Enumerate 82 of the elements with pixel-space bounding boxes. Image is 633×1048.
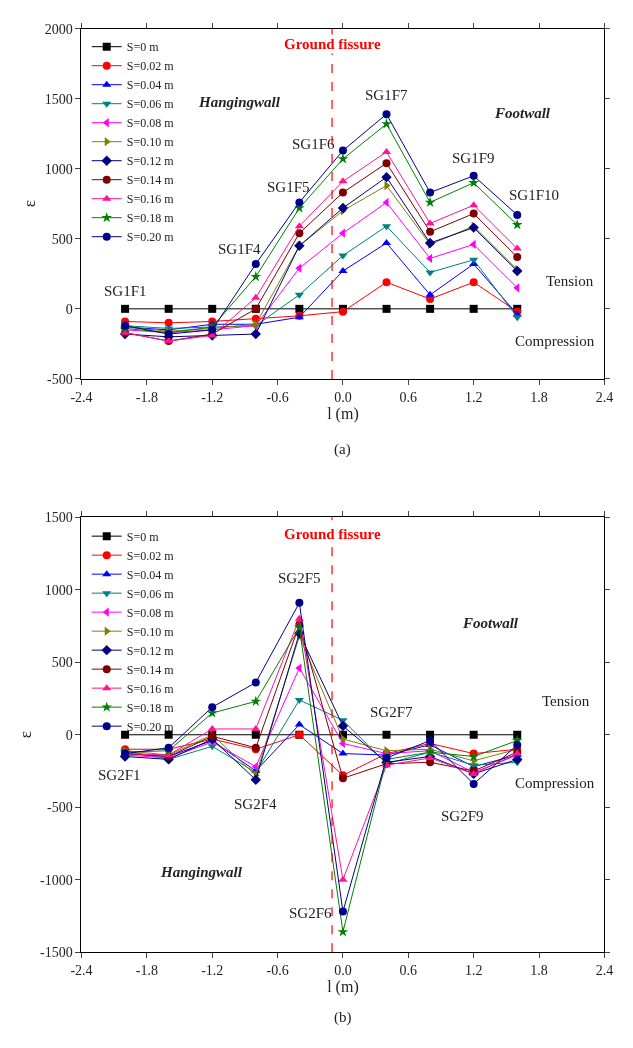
text: (a)	[334, 441, 351, 458]
annotation: SG1F4	[218, 241, 262, 257]
y-tick-label: 1500	[44, 510, 73, 526]
legend-label: S=0.10 m	[126, 135, 175, 150]
legend-label: S=0.04 m	[126, 567, 175, 582]
annotation: Compression	[515, 333, 595, 349]
annotation: SG1F10	[509, 187, 560, 203]
legend-label: S=0 m	[126, 529, 160, 544]
x-tick-label: 1.2	[464, 962, 483, 978]
legend-label: S=0.16 m	[126, 681, 175, 696]
annotation: SG2F7	[370, 704, 414, 720]
x-tick-label: -1.2	[201, 962, 224, 978]
legend-label: S=0.06 m	[126, 586, 175, 601]
y-tick-label: 500	[51, 231, 73, 247]
legend-label: S=0.18 m	[126, 211, 175, 226]
x-tick-label: 1.2	[464, 389, 483, 405]
annotation: SG1F6	[292, 136, 336, 152]
legend-label: S=0.02 m	[126, 548, 175, 563]
x-tick-label: -0.6	[266, 389, 289, 405]
x-tick-label: 2.4	[595, 962, 614, 978]
annotation: Hangingwall	[198, 94, 281, 110]
legend-label: S=0.12 m	[126, 154, 175, 169]
annotation: SG2F1	[98, 767, 141, 783]
legend-label: S=0.14 m	[126, 662, 175, 677]
x-axis-title: l (m)	[327, 978, 359, 996]
annotation: SG1F5	[267, 179, 310, 195]
annotation: SG2F5	[278, 570, 321, 586]
legend-label: S=0.16 m	[126, 192, 175, 207]
ref-line-label: Ground fissure	[284, 526, 381, 542]
y-tick-label: 1000	[44, 582, 73, 598]
annotation: SG2F6	[289, 905, 333, 921]
x-tick-label: -2.4	[70, 389, 93, 405]
annotation: Hangingwall	[160, 864, 243, 880]
x-tick-label: -1.8	[135, 962, 158, 978]
legend-label: S=0.20 m	[126, 719, 175, 734]
annotation: Tension	[546, 273, 594, 289]
ref-line-label: Ground fissure	[284, 36, 381, 52]
annotation: SG1F1	[104, 283, 147, 299]
x-axis-title: l (m)	[327, 404, 359, 423]
y-tick-label: -1000	[40, 872, 73, 888]
x-tick-label: -1.8	[135, 389, 158, 405]
y-tick-label: 0	[65, 301, 73, 317]
y-tick-label: 1500	[44, 91, 73, 107]
legend-label: S=0.06 m	[126, 97, 175, 112]
legend-label: S=0.12 m	[126, 643, 175, 658]
legend-label: S=0.08 m	[126, 116, 175, 131]
legend-label: S=0.10 m	[126, 624, 175, 639]
x-tick-label: -1.2	[201, 389, 224, 405]
y-tick-label: 1000	[44, 161, 73, 177]
x-tick-label: -0.6	[266, 962, 289, 978]
x-tick-label: 0.0	[334, 962, 352, 978]
y-tick-label: 500	[51, 655, 73, 671]
y-tick-label: -500	[47, 371, 73, 387]
annotation: Footwall	[462, 615, 519, 631]
annotation: Tension	[542, 693, 590, 709]
annotation: Compression	[515, 775, 595, 791]
x-tick-label: 1.8	[530, 389, 548, 405]
annotation: Footwall	[494, 105, 551, 121]
x-tick-label: -2.4	[70, 962, 93, 978]
text: (b)	[334, 1009, 352, 1026]
annotation: SG1F9	[452, 150, 495, 166]
y-axis-title: ε	[20, 200, 40, 208]
x-tick-label: 0.6	[399, 962, 418, 978]
legend-label: S=0.14 m	[126, 173, 175, 188]
y-tick-label: -500	[47, 800, 73, 816]
x-tick-label: 0.6	[399, 389, 418, 405]
x-tick-label: 0.0	[334, 389, 352, 405]
legend-label: S=0.20 m	[126, 230, 175, 245]
y-tick-label: 0	[65, 727, 73, 743]
annotation: SG2F9	[441, 808, 484, 824]
y-axis-title: ε	[15, 731, 35, 739]
legend-label: S=0.04 m	[126, 78, 175, 93]
y-tick-label: 2000	[44, 21, 73, 37]
legend-label: S=0.08 m	[126, 605, 175, 620]
legend-label: S=0.18 m	[126, 700, 175, 715]
annotation: SG1F7	[365, 87, 409, 103]
legend-label: S=0 m	[126, 40, 160, 55]
y-tick-label: -1500	[40, 945, 73, 961]
legend-label: S=0.02 m	[126, 59, 175, 74]
annotation: SG2F4	[234, 796, 278, 812]
x-tick-label: 2.4	[595, 389, 614, 405]
x-tick-label: 1.8	[530, 962, 548, 978]
